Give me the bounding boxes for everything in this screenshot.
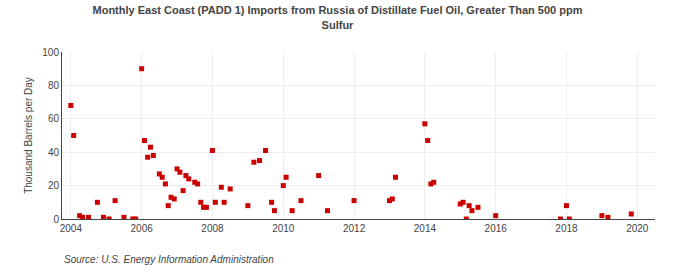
svg-text:40: 40: [48, 147, 60, 158]
svg-text:2014: 2014: [414, 223, 437, 234]
svg-text:0: 0: [53, 214, 59, 225]
svg-text:60: 60: [48, 113, 60, 124]
svg-text:80: 80: [48, 80, 60, 91]
svg-text:2020: 2020: [626, 223, 649, 234]
svg-text:Source: U.S. Energy Informatio: Source: U.S. Energy Information Administ…: [64, 254, 274, 265]
svg-text:20: 20: [48, 180, 60, 191]
svg-text:100: 100: [42, 47, 59, 58]
svg-text:2006: 2006: [131, 223, 154, 234]
svg-text:2004: 2004: [60, 223, 83, 234]
svg-text:2012: 2012: [343, 223, 366, 234]
svg-text:Thousand Barrels per Day: Thousand Barrels per Day: [23, 77, 34, 194]
svg-text:2018: 2018: [555, 223, 578, 234]
svg-text:2010: 2010: [272, 223, 295, 234]
svg-text:2016: 2016: [485, 223, 508, 234]
svg-text:Monthly East Coast (PADD 1) Im: Monthly East Coast (PADD 1) Imports from…: [93, 4, 583, 30]
svg-text:2008: 2008: [201, 223, 224, 234]
